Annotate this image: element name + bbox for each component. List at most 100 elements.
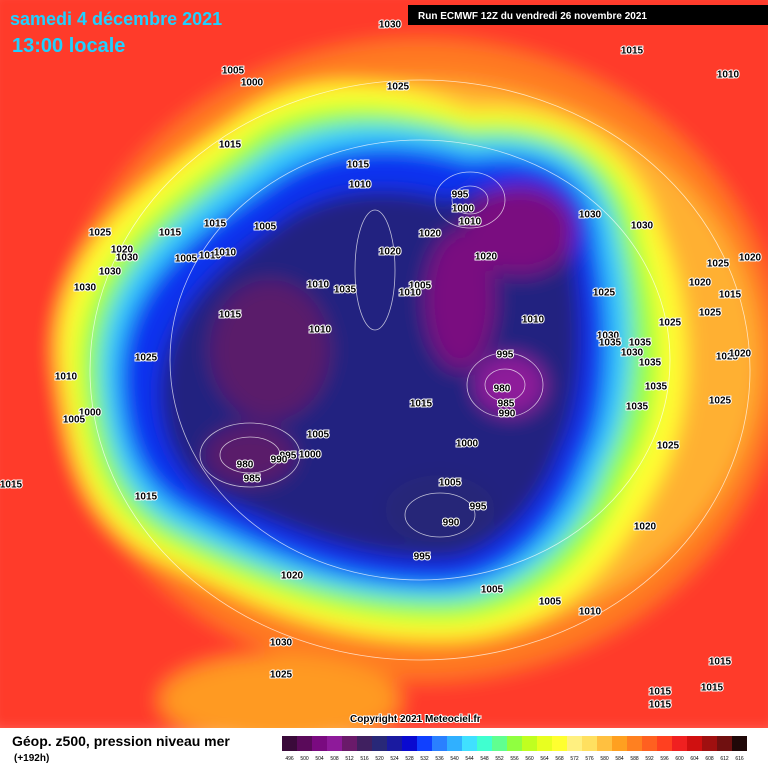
isobar-label: 1000 <box>79 408 102 419</box>
run-banner <box>408 5 768 25</box>
colorbar-label: 608 <box>705 756 714 762</box>
isobar-label: 1015 <box>219 310 242 321</box>
colorbar-cell <box>552 736 567 751</box>
isobar-label: 990 <box>499 409 516 420</box>
isobar-label: 1015 <box>204 219 227 230</box>
isobar-label: 1015 <box>135 492 158 503</box>
isobar-label: 1025 <box>709 396 732 407</box>
isobar-label: 1025 <box>387 82 410 93</box>
isobar-label: 1025 <box>657 441 680 452</box>
isobar-label: 1015 <box>219 140 242 151</box>
isobar-label: 1025 <box>135 353 158 364</box>
colorbar-cell <box>402 736 417 751</box>
colorbar-label: 592 <box>645 756 654 762</box>
colorbar-cell <box>702 736 717 751</box>
colorbar-label: 560 <box>525 756 534 762</box>
isobar-label: 1020 <box>419 229 442 240</box>
isobar-label: 1015 <box>649 700 672 711</box>
local-time: 13:00 locale <box>12 35 125 57</box>
isobar-label: 1025 <box>270 670 293 681</box>
isobar-label: 1005 <box>307 430 330 441</box>
isobar-label: 1030 <box>579 210 602 221</box>
isobar-label: 1015 <box>621 46 644 57</box>
isobar-label: 1025 <box>593 288 616 299</box>
isobar-label: 980 <box>237 460 254 471</box>
colorbar-label: 580 <box>600 756 609 762</box>
colorbar-cell <box>477 736 492 751</box>
colorbar-cell <box>642 736 657 751</box>
colorbar-cell <box>417 736 432 751</box>
isobar-label: 995 <box>280 451 297 462</box>
colorbar-label: 556 <box>510 756 519 762</box>
isobar-label: 1020 <box>729 349 752 360</box>
colorbar-cell <box>297 736 312 751</box>
isobar-label: 1015 <box>347 160 370 171</box>
isobar-label: 1015 <box>159 228 182 239</box>
isobar-label: 1015 <box>709 657 732 668</box>
colorbar-label: 616 <box>735 756 744 762</box>
isobars <box>89 79 751 661</box>
isobar-label: 990 <box>271 455 288 466</box>
colorbar-label: 520 <box>375 756 384 762</box>
isobar-label: 990 <box>443 518 460 529</box>
colorbar-label: 596 <box>660 756 669 762</box>
isobar-label: 985 <box>498 399 515 410</box>
colorbar-cell <box>717 736 732 751</box>
colorbar-label: 528 <box>405 756 414 762</box>
colorbar-label: 568 <box>555 756 564 762</box>
isobar-label: 1010 <box>349 180 372 191</box>
isobar-label: 1030 <box>597 331 620 342</box>
isobar-label: 1005 <box>63 415 86 426</box>
colorbar-cell <box>627 736 642 751</box>
isobar-label: 1030 <box>631 221 654 232</box>
isobar-label: 1010 <box>214 248 237 259</box>
colorbar-label: 512 <box>345 756 354 762</box>
isobar-label: 1000 <box>241 78 264 89</box>
colorbar-label: 600 <box>675 756 684 762</box>
isobar-label: 1000 <box>452 204 475 215</box>
colorbar-cell <box>582 736 597 751</box>
isobar-label: 1010 <box>199 251 222 262</box>
isobar-label: 1015 <box>0 480 23 491</box>
colorbar-cell <box>687 736 702 751</box>
isobar-label: 1025 <box>89 228 112 239</box>
colorbar-label: 540 <box>450 756 459 762</box>
isobar-label: 1020 <box>475 252 498 263</box>
isobar-label: 1010 <box>522 315 545 326</box>
colorbar-label: 564 <box>540 756 549 762</box>
colorbar-label: 532 <box>420 756 429 762</box>
isobar-label: 1030 <box>116 253 139 264</box>
isobar-label: 1035 <box>599 338 622 349</box>
colorbar-cell <box>732 736 747 751</box>
date: samedi 4 décembre 2021 <box>10 9 222 29</box>
isobar-label: 1020 <box>689 278 712 289</box>
colorbar-cell <box>327 736 342 751</box>
isobar-label: 1030 <box>379 20 402 31</box>
isobar-label: 1025 <box>659 318 682 329</box>
isobar-label: 1015 <box>649 687 672 698</box>
isobar-label: 1005 <box>439 478 462 489</box>
isobar-label: 1010 <box>717 70 740 81</box>
isobar-label: 1035 <box>645 382 668 393</box>
isobar-label: 1010 <box>309 325 332 336</box>
isobar-label: 1025 <box>699 308 722 319</box>
geopotential-field <box>0 0 768 745</box>
colorbar-cell <box>657 736 672 751</box>
colorbar-label: 496 <box>285 756 294 762</box>
isobar-label: 1035 <box>626 402 649 413</box>
isobar-label: 1010 <box>579 607 602 618</box>
colorbar-cell <box>672 736 687 751</box>
isobar-label: 1035 <box>629 338 652 349</box>
colorbar-label: 508 <box>330 756 339 762</box>
isobar-label: 1035 <box>334 285 357 296</box>
colorbar-label: 544 <box>465 756 474 762</box>
lead-time: (+192h) <box>14 753 49 764</box>
isobar-label: 1035 <box>639 358 662 369</box>
isobar-label: 995 <box>470 502 487 513</box>
isobar-label: 1030 <box>74 283 97 294</box>
isobar-label: 1020 <box>281 571 304 582</box>
isobar-label: 1010 <box>399 288 422 299</box>
copyright: Copyright 2021 Meteociel.fr <box>350 714 481 725</box>
